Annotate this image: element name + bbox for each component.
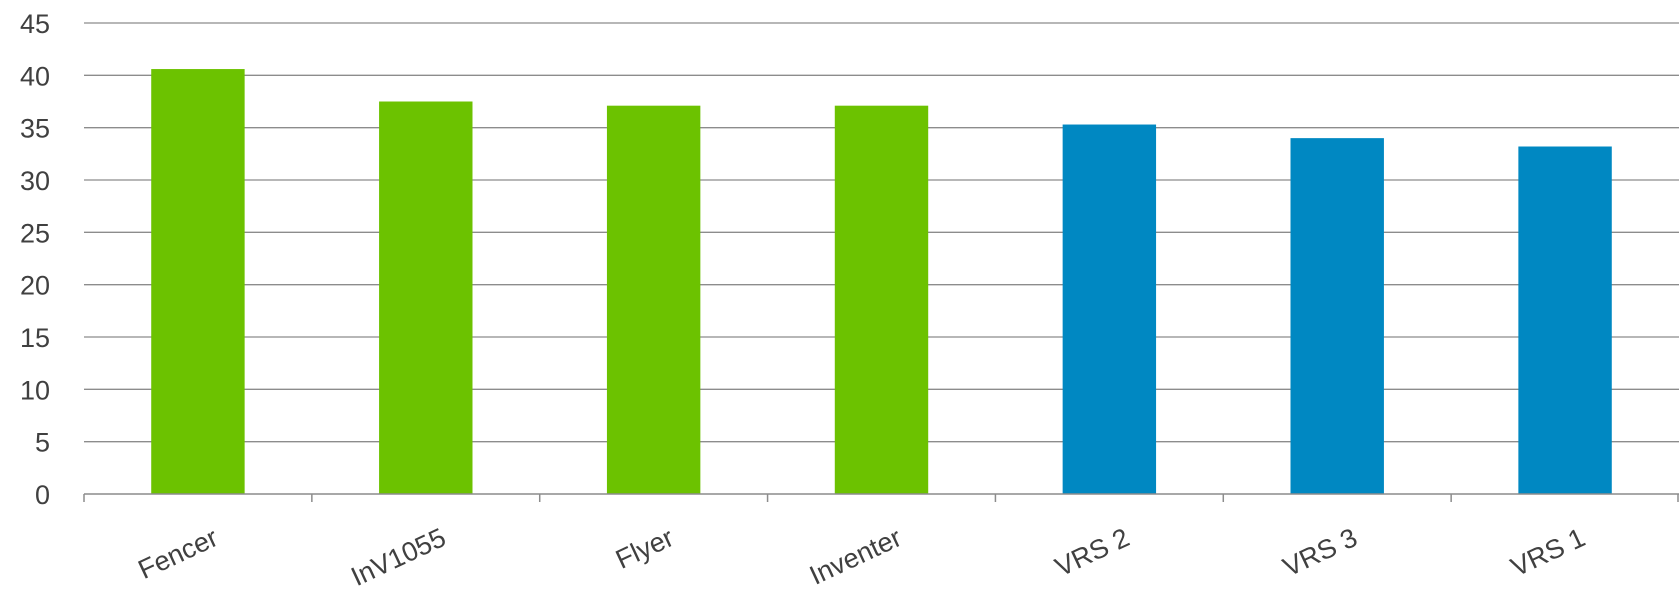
x-tick-label: InV1055 — [346, 522, 450, 592]
bar — [1518, 146, 1612, 495]
bar — [1290, 138, 1384, 494]
y-tick-label: 45 — [20, 9, 50, 39]
bar — [151, 69, 245, 494]
x-axis — [83, 493, 1679, 502]
x-tick-labels: Fencer InV1055 Flyer Inventer VRS 2 VRS 3 VRS … — [134, 522, 1590, 592]
bar — [834, 105, 929, 494]
y-tick-labels: 0 5 10 15 20 25 30 35 40 45 — [20, 9, 50, 510]
x-tick-label: VRS 3 — [1278, 522, 1361, 582]
bar — [606, 105, 701, 494]
y-tick-label: 35 — [20, 114, 50, 144]
y-tick-label: 20 — [20, 271, 50, 301]
x-tick-label: Inventer — [805, 522, 906, 590]
bar — [379, 101, 473, 494]
y-tick-label: 0 — [35, 480, 50, 510]
x-tick-label: Flyer — [611, 522, 678, 575]
x-tick-label: VRS 1 — [1506, 522, 1589, 582]
y-tick-label: 5 — [35, 428, 50, 458]
y-tick-label: 30 — [20, 166, 50, 196]
y-tick-label: 10 — [20, 375, 50, 405]
x-tick-label: VRS 2 — [1050, 522, 1133, 582]
x-tick-label: Fencer — [134, 522, 223, 585]
y-tick-label: 15 — [20, 323, 50, 353]
y-tick-label: 25 — [20, 218, 50, 248]
y-tick-label: 40 — [20, 61, 50, 91]
bars — [151, 69, 1612, 495]
bar — [1062, 124, 1157, 494]
